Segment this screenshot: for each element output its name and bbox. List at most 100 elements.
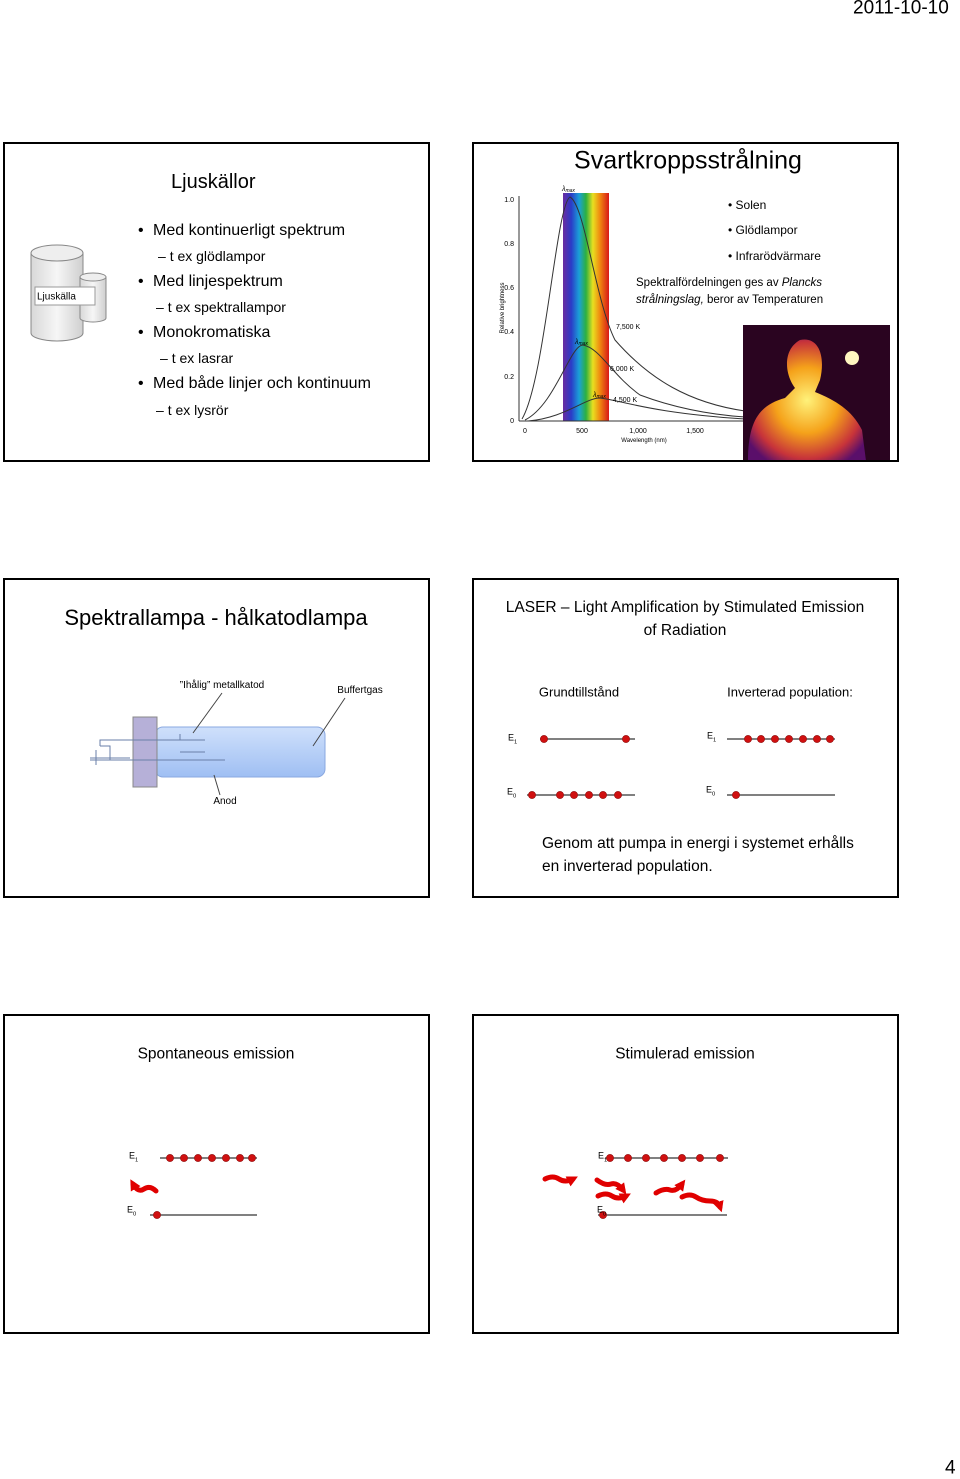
level-symbol: E	[129, 1150, 136, 1161]
bullet: Monokromatiska	[153, 324, 271, 341]
note: Spektralfördelningen ges av Plancks strå…	[636, 275, 866, 309]
slide	[472, 142, 899, 462]
level-label: E0	[507, 786, 517, 801]
particle	[622, 735, 630, 743]
sub-bullet: – t ex spektrallampor	[156, 299, 286, 315]
peak-label: λ	[574, 339, 579, 346]
particle	[222, 1154, 230, 1162]
peak-label-sub: max	[596, 394, 606, 400]
particle	[208, 1154, 216, 1162]
level-label: E1	[508, 732, 518, 747]
sub-bullet-text: t ex lysrör	[167, 402, 229, 418]
bullet-text: Solen	[735, 198, 767, 212]
particle	[599, 1211, 607, 1219]
level-symbol: E	[508, 732, 515, 743]
body-text: Genom att pumpa in energi i systemet erh…	[542, 835, 854, 875]
bullet-mark: •	[138, 222, 144, 239]
note-text: Spektralfördelningen ges av	[636, 277, 782, 289]
x-axis-label: Wavelength (nm)	[621, 438, 666, 444]
diagram-label: Anod	[213, 796, 237, 807]
slide-title: Svartkroppsstrålning	[574, 146, 802, 175]
slide-title: Spektrallampa - hålkatodlampa	[64, 605, 368, 630]
level-symbol: E	[706, 784, 713, 795]
level-index: 1	[514, 739, 518, 746]
level-index: 0	[603, 1211, 607, 1218]
y-axis-label: Relative brightness	[500, 282, 506, 333]
particle	[732, 791, 740, 799]
slide-title: Spontaneous emission	[137, 1045, 295, 1063]
column-heading: Grundtillstånd	[538, 684, 620, 700]
particle	[696, 1154, 704, 1162]
bullet-mark: •	[138, 375, 144, 392]
particle	[606, 1154, 614, 1162]
level-symbol: E	[507, 786, 514, 797]
diagram-label: Ljuskälla	[37, 292, 76, 303]
bullet-text: Infrarödvärmare	[735, 249, 821, 263]
particle	[153, 1211, 161, 1219]
note-italic: Plancks strålningslag,	[636, 277, 823, 306]
slide	[472, 578, 899, 898]
sub-bullet: – t ex lasrar	[160, 350, 234, 366]
slide	[3, 578, 430, 898]
particle	[785, 735, 793, 743]
level-label: E1	[129, 1150, 139, 1165]
x-tick: 0	[523, 428, 527, 435]
x-tick: 1,500	[686, 428, 704, 435]
particle	[540, 735, 548, 743]
particles	[153, 735, 834, 1219]
y-tick: 0.4	[504, 329, 514, 336]
slide-title: Ljuskällor	[171, 171, 256, 193]
column-heading: Inverterad population:	[727, 684, 853, 700]
slide	[3, 1014, 430, 1334]
level-symbol: E	[598, 1150, 605, 1161]
y-tick: 1.0	[504, 197, 514, 204]
blackbody-graph: Relative brightness Wavelength (nm) 0 0.…	[500, 186, 746, 444]
particle	[799, 735, 807, 743]
sub-bullet-text: t ex glödlampor	[169, 248, 266, 264]
bullet: • Infrarödvärmare	[728, 249, 821, 263]
bullet-text: Glödlampor	[735, 223, 798, 237]
particle	[771, 735, 779, 743]
diagram-label: Buffertgas	[337, 685, 383, 696]
particle	[194, 1154, 202, 1162]
sub-bullet: – t ex lysrör	[156, 402, 229, 418]
date: 2011-10-10	[853, 0, 949, 19]
peak-label: λ	[561, 186, 566, 193]
particle	[826, 735, 834, 743]
particle	[716, 1154, 724, 1162]
level-label: E0	[127, 1205, 136, 1219]
particle	[236, 1154, 244, 1162]
particle	[744, 735, 752, 743]
thermal-image	[743, 325, 890, 461]
bullet: Med linjespektrum	[153, 273, 283, 290]
bullet: • Glödlampor	[728, 223, 798, 237]
particle	[660, 1154, 668, 1162]
page-number: 4	[945, 1457, 956, 1479]
level-index: 1	[135, 1157, 139, 1164]
bullet-mark: •	[138, 324, 144, 341]
particle	[678, 1154, 686, 1162]
slide	[3, 142, 430, 462]
level-label: E1	[707, 730, 716, 745]
level-index: 0	[513, 793, 517, 800]
slide-title: LASER – Light Amplification by Stimulate…	[505, 599, 865, 639]
hollow-cathode-lamp	[90, 692, 346, 796]
particle	[757, 735, 765, 743]
particle	[642, 1154, 650, 1162]
curve-label: 4,500 K	[613, 397, 637, 404]
particle	[166, 1154, 174, 1162]
particle	[556, 791, 564, 799]
level-symbol: E	[707, 730, 714, 741]
svg-text:λmax: λmax	[574, 339, 588, 347]
particle	[813, 735, 821, 743]
note-text: beror av Temperaturen	[703, 294, 824, 306]
peak-label-sub: max	[578, 341, 588, 347]
level-label: E0	[597, 1205, 607, 1219]
curve-label: 7,500 K	[616, 324, 640, 331]
particle	[180, 1154, 188, 1162]
peak-label-sub: max	[565, 188, 575, 194]
bullet-mark: •	[138, 273, 144, 290]
y-tick: 0.6	[504, 285, 514, 292]
